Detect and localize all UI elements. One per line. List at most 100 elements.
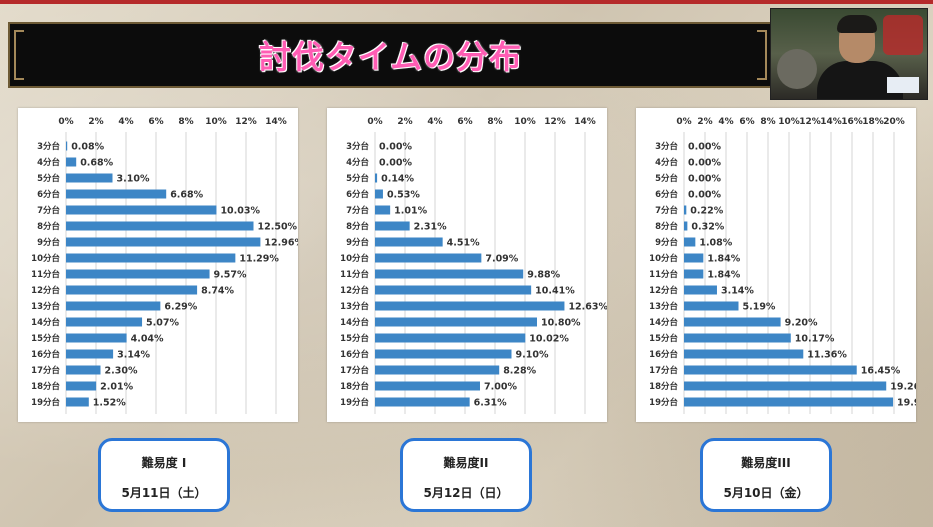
data-label: 2.30% [105,366,138,377]
data-label: 8.28% [503,366,536,377]
data-label: 2.31% [414,222,447,233]
bar [66,221,254,231]
tick-label: 14% [820,117,842,127]
title-banner: 討伐タイムの分布 [8,22,773,88]
category-label: 3分台 [346,141,369,152]
presenter-hair-shape [837,15,877,33]
bar [684,397,894,407]
tick-label: 6% [739,117,754,127]
category-label: 13分台 [649,301,678,312]
data-label: 7.09% [485,254,518,265]
category-label: 8分台 [346,221,369,232]
tick-label: 10% [778,117,800,127]
bar [66,269,210,279]
data-label: 0.00% [688,190,721,201]
difficulty-card-3: 難易度III 5月10日（金） [700,438,832,512]
category-label: 14分台 [31,317,60,328]
category-label: 19分台 [649,397,678,408]
bar [66,285,198,295]
tick-label: 18% [862,117,884,127]
category-label: 11分台 [649,269,678,280]
category-label: 15分台 [31,333,60,344]
tick-label: 4% [718,117,733,127]
difficulty-label: 難易度II [443,456,489,470]
bar [375,397,470,407]
bar [684,365,857,375]
data-label: 3.10% [117,174,150,185]
data-label: 3.14% [117,350,150,361]
data-label: 6.31% [474,398,507,409]
category-label: 14分台 [340,317,369,328]
bar [375,205,391,215]
bar [66,205,217,215]
category-label: 8分台 [655,221,678,232]
game-logo-shape [883,15,923,55]
category-label: 3分台 [37,141,60,152]
bar [66,397,89,407]
tick-label: 4% [118,117,133,127]
category-label: 19分台 [31,397,60,408]
category-label: 4分台 [37,157,60,168]
data-label: 0.00% [688,158,721,169]
paper-shape [887,77,919,93]
tick-label: 2% [697,117,712,127]
page-title: 討伐タイムの分布 [258,38,523,76]
bar [684,381,887,391]
category-label: 16分台 [31,349,60,360]
tick-label: 10% [514,117,536,127]
data-label: 2.01% [100,382,133,393]
chart-panel-3: 0% 2% 4% 6% 8% 10% 12% 14% 16% 18% 20% 3分台 0.00% 4分台 0… [636,108,916,422]
category-label: 6分台 [655,189,678,200]
bar [375,189,383,199]
tick-label: 6% [148,117,163,127]
data-label: 9.20% [785,318,818,329]
date-label: 5月10日（金） [723,486,809,500]
tick-label: 0% [367,117,382,127]
data-label: 9.57% [214,270,247,281]
bar [684,237,696,247]
bar [375,237,443,247]
tick-label: 2% [397,117,412,127]
bar [375,365,500,375]
bar [375,333,526,343]
data-label: 11.29% [239,254,279,265]
tick-label: 8% [487,117,502,127]
bar [375,221,410,231]
bar [684,317,781,327]
bar [66,173,113,183]
date-label: 5月11日（土） [121,486,207,500]
tick-label: 4% [427,117,442,127]
chart-panel-1: 0% 2% 4% 6% 8% 10% 12% 14% 3分台 0.08% 4分台 0.68% 5分台 3.… [18,108,298,422]
bar [375,349,512,359]
category-label: 4分台 [655,157,678,168]
category-label: 17分台 [649,365,678,376]
chart-3: 0% 2% 4% 6% 8% 10% 12% 14% 16% 18% 20% 3分台 0.00% 4分台 0… [649,117,916,414]
bar [66,301,161,311]
bar [66,157,77,167]
category-label: 7分台 [655,205,678,216]
tick-label: 12% [544,117,566,127]
data-label: 0.08% [71,142,104,153]
bar [684,269,704,279]
data-label: 8.74% [201,286,234,297]
bar [684,285,717,295]
bar [375,381,480,391]
webcam-overlay [770,8,928,100]
category-label: 15分台 [340,333,369,344]
bar [684,301,739,311]
tick-label: 8% [178,117,193,127]
tick-label: 10% [205,117,227,127]
category-label: 10分台 [31,253,60,264]
data-label: 16.45% [861,366,901,377]
data-label: 10.02% [529,334,569,345]
category-label: 7分台 [37,205,60,216]
category-label: 19分台 [340,397,369,408]
tick-label: 14% [574,117,596,127]
data-label: 1.08% [699,238,732,249]
category-label: 16分台 [649,349,678,360]
category-label: 10分台 [340,253,369,264]
data-label: 0.14% [381,174,414,185]
category-label: 17分台 [31,365,60,376]
category-label: 9分台 [346,237,369,248]
bar [66,141,68,151]
